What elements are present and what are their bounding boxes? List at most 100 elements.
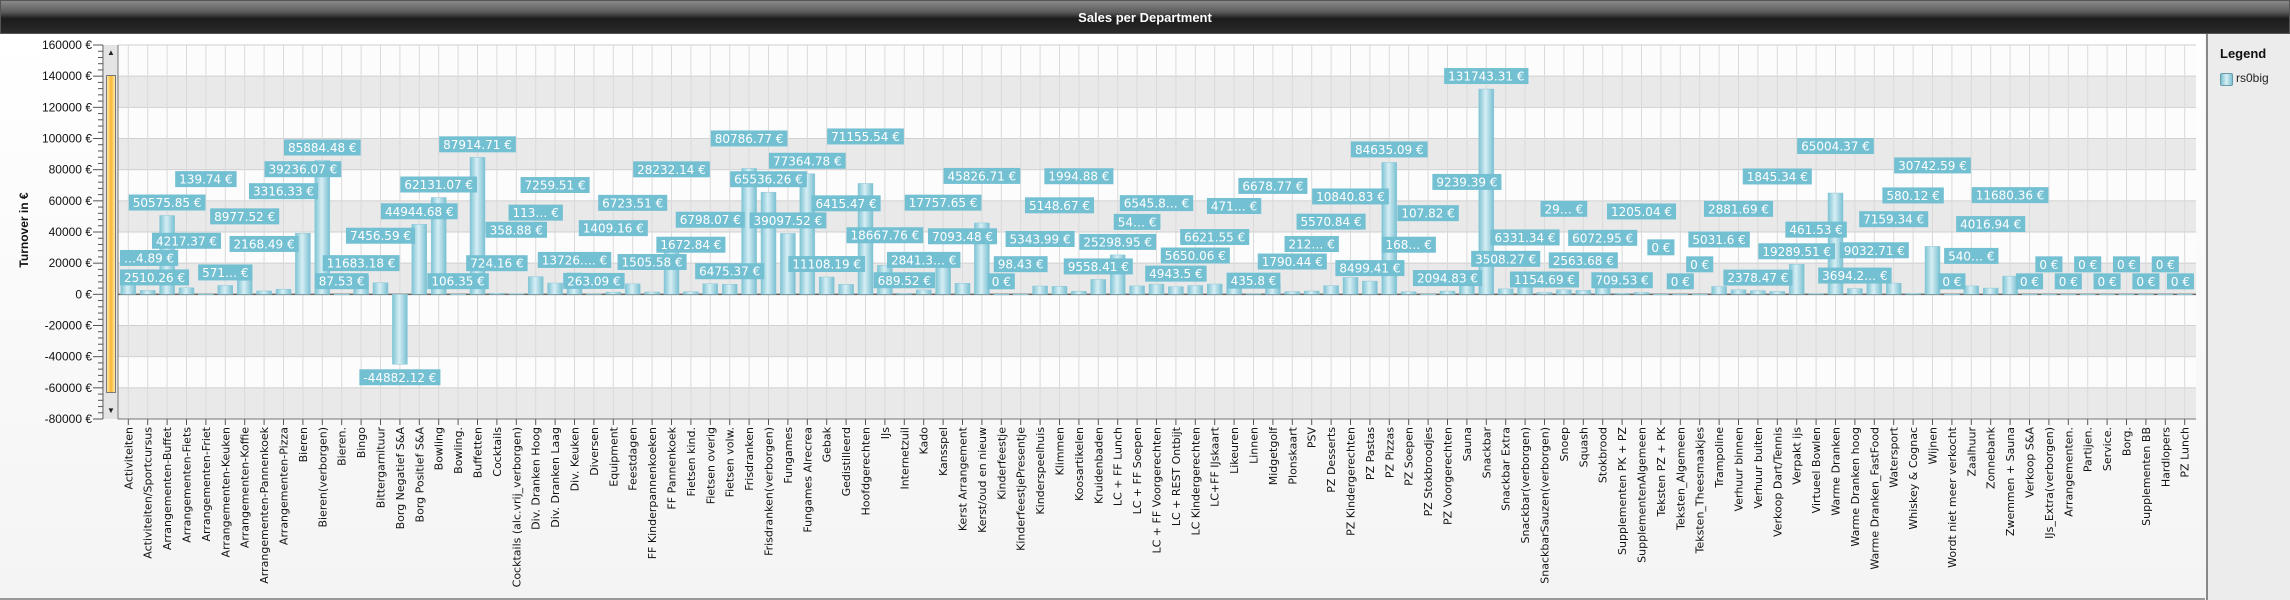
x-tick-label: Kruidenbaden: [1092, 427, 1105, 504]
data-label: 9558.41 €: [1068, 260, 1129, 274]
data-label: 3508.27 €: [1475, 252, 1536, 266]
x-tick-label: Partijen.: [2082, 427, 2095, 472]
data-label: 0 €: [1671, 275, 1690, 289]
bar: [1614, 292, 1630, 295]
bar: [1808, 293, 1824, 295]
data-label-box: [1894, 157, 1971, 174]
x-tick-label: PZ Pastas: [1364, 427, 1377, 480]
x-tick-label: Supplementen BB: [2140, 427, 2153, 526]
data-label: 11108.19 €: [792, 258, 861, 272]
data-label: 724.16 €: [470, 257, 523, 271]
data-label-box: [151, 232, 222, 249]
x-tick-label: Arrangementen-Fiets: [181, 427, 194, 543]
data-label-box: [1113, 213, 1161, 230]
data-label: 0 €: [2171, 275, 2190, 289]
data-label: 18667.76 €: [851, 229, 920, 243]
data-label-box: [1257, 253, 1327, 270]
bar: [392, 294, 408, 365]
x-tick-label: Trampoline: [1713, 427, 1726, 489]
data-label: 9032.71 €: [1844, 244, 1905, 258]
bar: [1090, 279, 1107, 295]
y-tick-label: 0 €: [75, 287, 92, 301]
x-tick-label: Midgetgolf: [1267, 426, 1280, 485]
data-label: 0 €: [2059, 275, 2078, 289]
bar: [2099, 294, 2115, 296]
data-label: 50575.85 €: [133, 196, 202, 210]
x-tick-label: Bieren: [297, 427, 310, 462]
data-label-box: [264, 161, 342, 178]
data-label: 39097.52 €: [754, 214, 823, 228]
data-label: 29… €: [1545, 202, 1584, 216]
scroll-up-arrow-icon[interactable]: ▲: [107, 48, 115, 57]
bar: [2079, 294, 2096, 296]
data-label-box: [1956, 216, 2026, 233]
data-label: 77364.78 €: [773, 154, 842, 168]
data-label-box: [1145, 265, 1207, 282]
y-tick-label: 140000 €: [42, 69, 92, 83]
x-tick-label: Cocktails (alc.vrij_verborgen): [510, 427, 523, 587]
data-label-box: [598, 194, 668, 211]
data-label: 2168.49 €: [234, 237, 295, 251]
data-label-box: [904, 194, 982, 211]
data-label-box: [695, 263, 765, 280]
data-label: 6475.37 €: [699, 265, 760, 279]
bar: [1362, 280, 1378, 295]
bar: [2118, 294, 2135, 296]
data-label-box: [1797, 138, 1874, 155]
data-label-box: [345, 227, 416, 244]
legend-panel: Legend rs0big: [2206, 34, 2290, 600]
bar: [954, 283, 971, 295]
data-label-box: [1335, 260, 1405, 277]
data-label-box: [508, 204, 563, 221]
bar: [178, 287, 195, 295]
data-label: 113… €: [513, 206, 559, 220]
data-label-box: [520, 177, 590, 194]
x-tick-label: Snackbar Extra: [1500, 427, 1513, 511]
bar: [411, 224, 428, 295]
data-label-box: [1742, 168, 1812, 185]
x-tick-label: Linnen: [1248, 427, 1261, 464]
data-label: 9239.39 €: [1436, 175, 1497, 189]
x-tick-label: Frisdranken(verborgen): [763, 427, 776, 556]
data-label-box: [314, 273, 369, 290]
bar: [1323, 285, 1339, 295]
x-tick-label: PZ Soepen: [1403, 427, 1416, 486]
scrollbar-thumb[interactable]: [106, 75, 116, 393]
bar: [1711, 286, 1727, 295]
data-label: 0 €: [1651, 241, 1670, 255]
data-label-box: [811, 195, 881, 212]
data-label: 709.53 €: [1595, 274, 1648, 288]
data-label: 6415.47 €: [816, 197, 877, 211]
data-label-box: [2054, 273, 2082, 290]
data-label-box: [1686, 256, 1714, 273]
x-tick-label: FF Pannenkoek: [666, 426, 679, 509]
scroll-down-arrow-icon[interactable]: ▼: [107, 406, 115, 415]
bar: [838, 284, 854, 295]
x-tick-label: Watersport: [1888, 426, 1901, 487]
bar: [935, 266, 951, 295]
data-label: 0 €: [2078, 258, 2097, 272]
bar: [1769, 291, 1786, 295]
data-label-box: [1312, 188, 1389, 205]
x-tick-label: Wijnen: [1927, 427, 1940, 464]
bar: [2138, 294, 2154, 296]
x-tick-label: Verhuur binnen: [1733, 427, 1746, 511]
data-label-box: [656, 236, 726, 253]
x-tick-label: Diversen: [588, 427, 601, 476]
data-label-box: [120, 249, 179, 266]
x-tick-label: Arrangementen-Pizza: [278, 427, 291, 545]
bar: [1633, 292, 1650, 295]
bar: [624, 283, 641, 295]
data-label: 2841.3… €: [891, 253, 956, 267]
data-label: 1672.84 €: [660, 238, 721, 252]
bar: [818, 276, 835, 295]
x-tick-label: Fietsen volw.: [724, 427, 737, 497]
data-label-box: [1226, 272, 1281, 289]
y-tick-label: 160000 €: [42, 38, 92, 52]
data-label-box: [1723, 269, 1793, 286]
data-label-box: [1432, 173, 1502, 190]
x-tick-label: Virtueel Bowlen: [1810, 427, 1823, 513]
bar: [2002, 275, 2018, 295]
data-label: 65536.26 €: [734, 173, 803, 187]
data-label: 30742.59 €: [1898, 159, 1967, 173]
